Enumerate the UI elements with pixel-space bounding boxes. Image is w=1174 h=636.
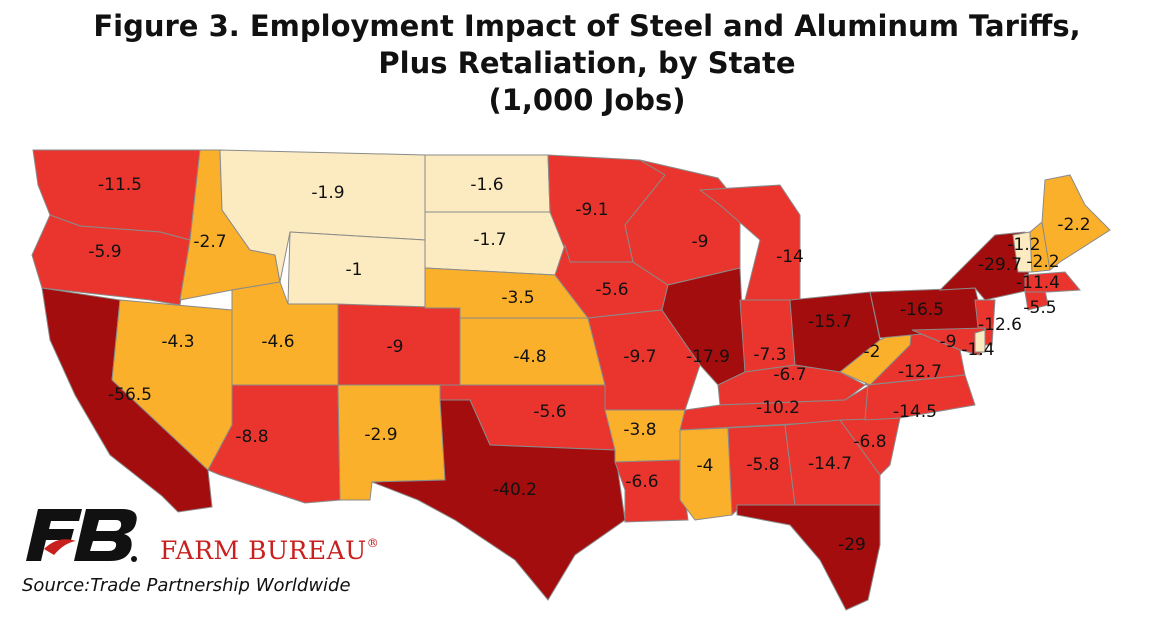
state-label-va: -12.7 — [898, 362, 942, 382]
state-label-fl: -29 — [838, 535, 866, 555]
state-label-tn: -10.2 — [756, 398, 800, 418]
state-label-in: -7.3 — [753, 345, 786, 365]
state-ma — [1024, 271, 1082, 293]
state-label-il: -17.9 — [686, 347, 730, 367]
state-label-al: -5.8 — [746, 455, 779, 475]
state-label-vt: -1.2 — [1007, 235, 1040, 255]
title-line-3: (1,000 Jobs) — [488, 83, 686, 117]
state-de — [974, 329, 986, 353]
state-label-mo: -9.7 — [623, 347, 656, 367]
state-label-nd: -1.6 — [470, 175, 503, 195]
state-la — [614, 459, 689, 523]
state-ms — [679, 427, 733, 521]
state-label-wa: -11.5 — [98, 175, 142, 195]
state-label-ny: -29.7 — [978, 255, 1022, 275]
state-label-de: -1.4 — [961, 340, 994, 360]
state-label-ct: -5.5 — [1023, 298, 1056, 318]
brand-name: FARM BUREAU — [160, 536, 367, 565]
state-label-wi: -9 — [692, 232, 709, 252]
state-label-ok: -5.6 — [533, 402, 566, 422]
state-label-nc: -14.5 — [893, 402, 937, 422]
state-label-ks: -4.8 — [513, 347, 546, 367]
state-label-ma: -11.4 — [1016, 273, 1060, 293]
state-label-wy: -1 — [346, 260, 363, 280]
state-label-ca: -56.5 — [108, 385, 152, 405]
state-label-ar: -3.8 — [623, 420, 656, 440]
state-fl — [736, 504, 881, 611]
state-label-ne: -3.5 — [501, 288, 534, 308]
state-label-ms: -4 — [697, 456, 714, 476]
state-me — [1041, 174, 1111, 271]
source-note: Source:Trade Partnership Worldwide — [22, 575, 351, 596]
title-line-1: Figure 3. Employment Impact of Steel and… — [93, 9, 1081, 43]
state-label-az: -8.8 — [235, 427, 268, 447]
state-label-or: -5.9 — [88, 242, 121, 262]
state-label-mt: -1.9 — [311, 183, 344, 203]
state-tx — [371, 399, 626, 601]
state-label-mn: -9.1 — [575, 200, 608, 220]
farm-bureau-logo-icon — [26, 509, 137, 562]
state-label-ia: -5.6 — [595, 280, 628, 300]
state-label-wv: -2 — [864, 342, 881, 362]
state-label-co: -9 — [387, 337, 404, 357]
brand-registered-mark: ® — [366, 536, 380, 550]
title-line-2: Plus Retaliation, by State — [378, 46, 796, 80]
chart-title: Figure 3. Employment Impact of Steel and… — [0, 8, 1174, 119]
state-label-tx: -40.2 — [493, 480, 537, 500]
state-label-md: -9 — [940, 332, 957, 352]
state-label-la: -6.6 — [625, 472, 658, 492]
state-label-nh: -2.2 — [1026, 252, 1059, 272]
state-md — [911, 327, 986, 356]
state-ga — [784, 419, 881, 506]
state-label-ky: -6.7 — [773, 365, 806, 385]
state-label-mi: -14 — [776, 247, 804, 267]
state-label-sc: -6.8 — [853, 432, 886, 452]
state-label-pa: -16.5 — [900, 300, 944, 320]
state-label-sd: -1.7 — [473, 230, 506, 250]
state-label-id: -2.7 — [193, 232, 226, 252]
farm-bureau-wordmark: FARM BUREAU® — [160, 536, 379, 565]
state-label-ut: -4.6 — [261, 332, 294, 352]
state-label-nm: -2.9 — [364, 425, 397, 445]
state-nc — [864, 374, 976, 421]
state-label-ga: -14.7 — [808, 454, 852, 474]
state-label-oh: -15.7 — [808, 312, 852, 332]
state-label-me: -2.2 — [1057, 215, 1090, 235]
state-label-nj: -12.6 — [978, 315, 1022, 335]
state-label-nv: -4.3 — [161, 332, 194, 352]
